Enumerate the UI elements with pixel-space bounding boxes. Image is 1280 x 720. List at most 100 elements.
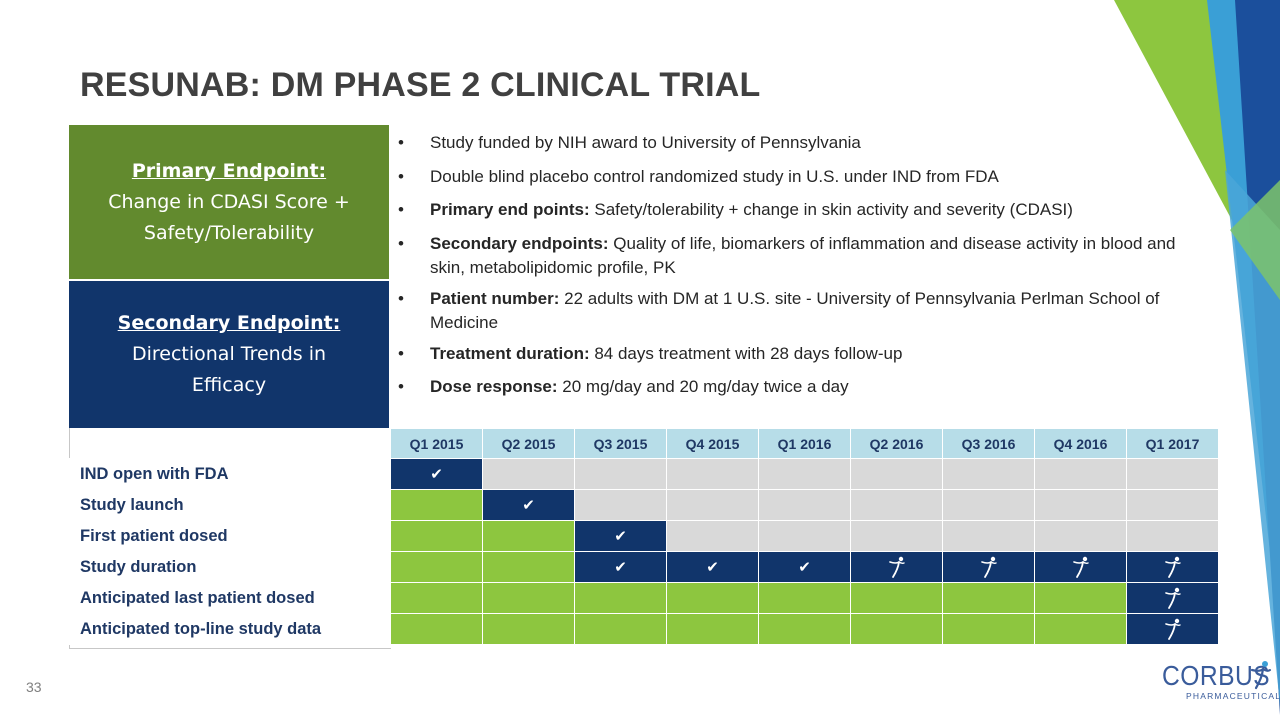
timeline-cell bbox=[942, 458, 1035, 490]
timeline-cell bbox=[942, 582, 1035, 614]
timeline-row: Study duration ✔ ✔ ✔ bbox=[69, 551, 1219, 583]
timeline-cell bbox=[390, 489, 483, 521]
timeline-cell bbox=[666, 489, 759, 521]
in-progress-runner-icon bbox=[1127, 616, 1218, 642]
checkmark-icon: ✔ bbox=[706, 559, 719, 576]
timeline-cell bbox=[758, 458, 851, 490]
bullet-item: Patient number: 22 adults with DM at 1 U… bbox=[398, 287, 1190, 335]
secondary-endpoint-heading: Secondary Endpoint: bbox=[117, 312, 341, 334]
timeline-cell bbox=[574, 458, 667, 490]
timeline-cell bbox=[942, 489, 1035, 521]
primary-endpoint-line: Change in CDASI Score + bbox=[108, 190, 350, 213]
quarter-header: Q1 2017 bbox=[1126, 428, 1219, 459]
timeline-cell bbox=[1034, 489, 1127, 521]
checkmark-icon: ✔ bbox=[430, 466, 443, 483]
timeline-cell bbox=[1034, 551, 1127, 583]
timeline-cell bbox=[1034, 613, 1127, 645]
timeline-cell bbox=[850, 613, 943, 645]
milestone-label: IND open with FDA bbox=[69, 458, 391, 490]
timeline-cell bbox=[850, 551, 943, 583]
quarter-header: Q3 2015 bbox=[574, 428, 667, 459]
timeline-cell bbox=[1126, 520, 1219, 552]
timeline-row: Anticipated top-line study data bbox=[69, 613, 1219, 645]
quarter-header: Q2 2016 bbox=[850, 428, 943, 459]
milestone-label: Anticipated last patient dosed bbox=[69, 582, 391, 614]
timeline-cell bbox=[482, 613, 575, 645]
timeline-row: First patient dosed ✔ bbox=[69, 520, 1219, 552]
timeline-row: Anticipated last patient dosed bbox=[69, 582, 1219, 614]
quarter-header: Q2 2015 bbox=[482, 428, 575, 459]
in-progress-runner-icon bbox=[851, 554, 942, 580]
timeline-cell bbox=[758, 613, 851, 645]
quarter-header: Q4 2015 bbox=[666, 428, 759, 459]
timeline-cell bbox=[482, 551, 575, 583]
timeline-cell bbox=[666, 458, 759, 490]
in-progress-runner-icon bbox=[943, 554, 1034, 580]
timeline-cell bbox=[574, 489, 667, 521]
checkmark-icon: ✔ bbox=[614, 559, 627, 576]
quarter-header: Q1 2015 bbox=[390, 428, 483, 459]
secondary-endpoint-line: Efficacy bbox=[191, 374, 267, 396]
logo-tagline: PHARMACEUTICALS bbox=[1186, 691, 1280, 701]
timeline-cell bbox=[1126, 551, 1219, 583]
bullet-item: Dose response: 20 mg/day and 20 mg/day t… bbox=[398, 375, 1238, 399]
milestone-label: First patient dosed bbox=[69, 520, 391, 552]
timeline-cell: ✔ bbox=[666, 551, 759, 583]
timeline-cell bbox=[390, 613, 483, 645]
timeline-cell bbox=[850, 458, 943, 490]
timeline-cell bbox=[758, 520, 851, 552]
page-title: RESUNAB: DM PHASE 2 CLINICAL TRIAL bbox=[80, 66, 761, 104]
bullet-item: Study funded by NIH award to University … bbox=[398, 131, 1238, 155]
timeline-cell bbox=[942, 551, 1035, 583]
secondary-endpoint-box: Secondary Endpoint: Directional Trends i… bbox=[69, 281, 389, 428]
timeline-cell bbox=[850, 520, 943, 552]
bullet-item: Primary end points: Safety/tolerability … bbox=[398, 198, 1238, 222]
timeline-cell: ✔ bbox=[758, 551, 851, 583]
primary-endpoint-box: Primary Endpoint: Change in CDASI Score … bbox=[69, 125, 389, 279]
logo-wordmark: CORBUS bbox=[1162, 660, 1271, 691]
quarter-header: Q4 2016 bbox=[1034, 428, 1127, 459]
timeline-row: Study launch ✔ bbox=[69, 489, 1219, 521]
timeline-cell bbox=[390, 520, 483, 552]
timeline-cell bbox=[666, 582, 759, 614]
timeline-cell bbox=[850, 582, 943, 614]
primary-endpoint-heading: Primary Endpoint: bbox=[131, 159, 327, 182]
timeline-table: Q1 2015 Q2 2015 Q3 2015 Q4 2015 Q1 2016 … bbox=[69, 428, 1219, 645]
timeline-cell bbox=[1034, 458, 1127, 490]
bullet-item: Double blind placebo control randomized … bbox=[398, 165, 1238, 189]
timeline-cell: ✔ bbox=[482, 489, 575, 521]
timeline-cell bbox=[1126, 489, 1219, 521]
timeline-cell bbox=[942, 520, 1035, 552]
header-blank-cell bbox=[70, 429, 391, 459]
timeline-cell bbox=[574, 582, 667, 614]
bullet-item: Treatment duration: 84 days treatment wi… bbox=[398, 342, 1238, 366]
timeline-cell bbox=[1034, 520, 1127, 552]
timeline-cell: ✔ bbox=[390, 458, 483, 490]
secondary-endpoint-line: Directional Trends in bbox=[131, 343, 327, 365]
timeline-cell bbox=[482, 520, 575, 552]
timeline-cell bbox=[482, 582, 575, 614]
timeline-cell bbox=[1126, 613, 1219, 645]
timeline-cell bbox=[666, 613, 759, 645]
timeline-cell bbox=[482, 458, 575, 490]
quarter-header: Q1 2016 bbox=[758, 428, 851, 459]
page-number: 33 bbox=[26, 679, 42, 695]
trial-details-list: Study funded by NIH award to University … bbox=[398, 131, 1238, 409]
timeline-cell bbox=[1126, 582, 1219, 614]
bullet-item: Secondary endpoints: Quality of life, bi… bbox=[398, 232, 1190, 280]
timeline-cell bbox=[666, 520, 759, 552]
timeline-cell bbox=[1126, 458, 1219, 490]
milestone-label: Anticipated top-line study data bbox=[69, 613, 391, 645]
in-progress-runner-icon bbox=[1127, 585, 1218, 611]
timeline-cell bbox=[850, 489, 943, 521]
timeline-cell bbox=[942, 613, 1035, 645]
milestone-label: Study launch bbox=[69, 489, 391, 521]
checkmark-icon: ✔ bbox=[614, 528, 627, 545]
primary-endpoint-line: Safety/Tolerability bbox=[143, 221, 315, 244]
timeline-cell bbox=[758, 582, 851, 614]
timeline-cell bbox=[390, 551, 483, 583]
in-progress-runner-icon bbox=[1035, 554, 1126, 580]
timeline-cell bbox=[1034, 582, 1127, 614]
checkmark-icon: ✔ bbox=[798, 559, 811, 576]
